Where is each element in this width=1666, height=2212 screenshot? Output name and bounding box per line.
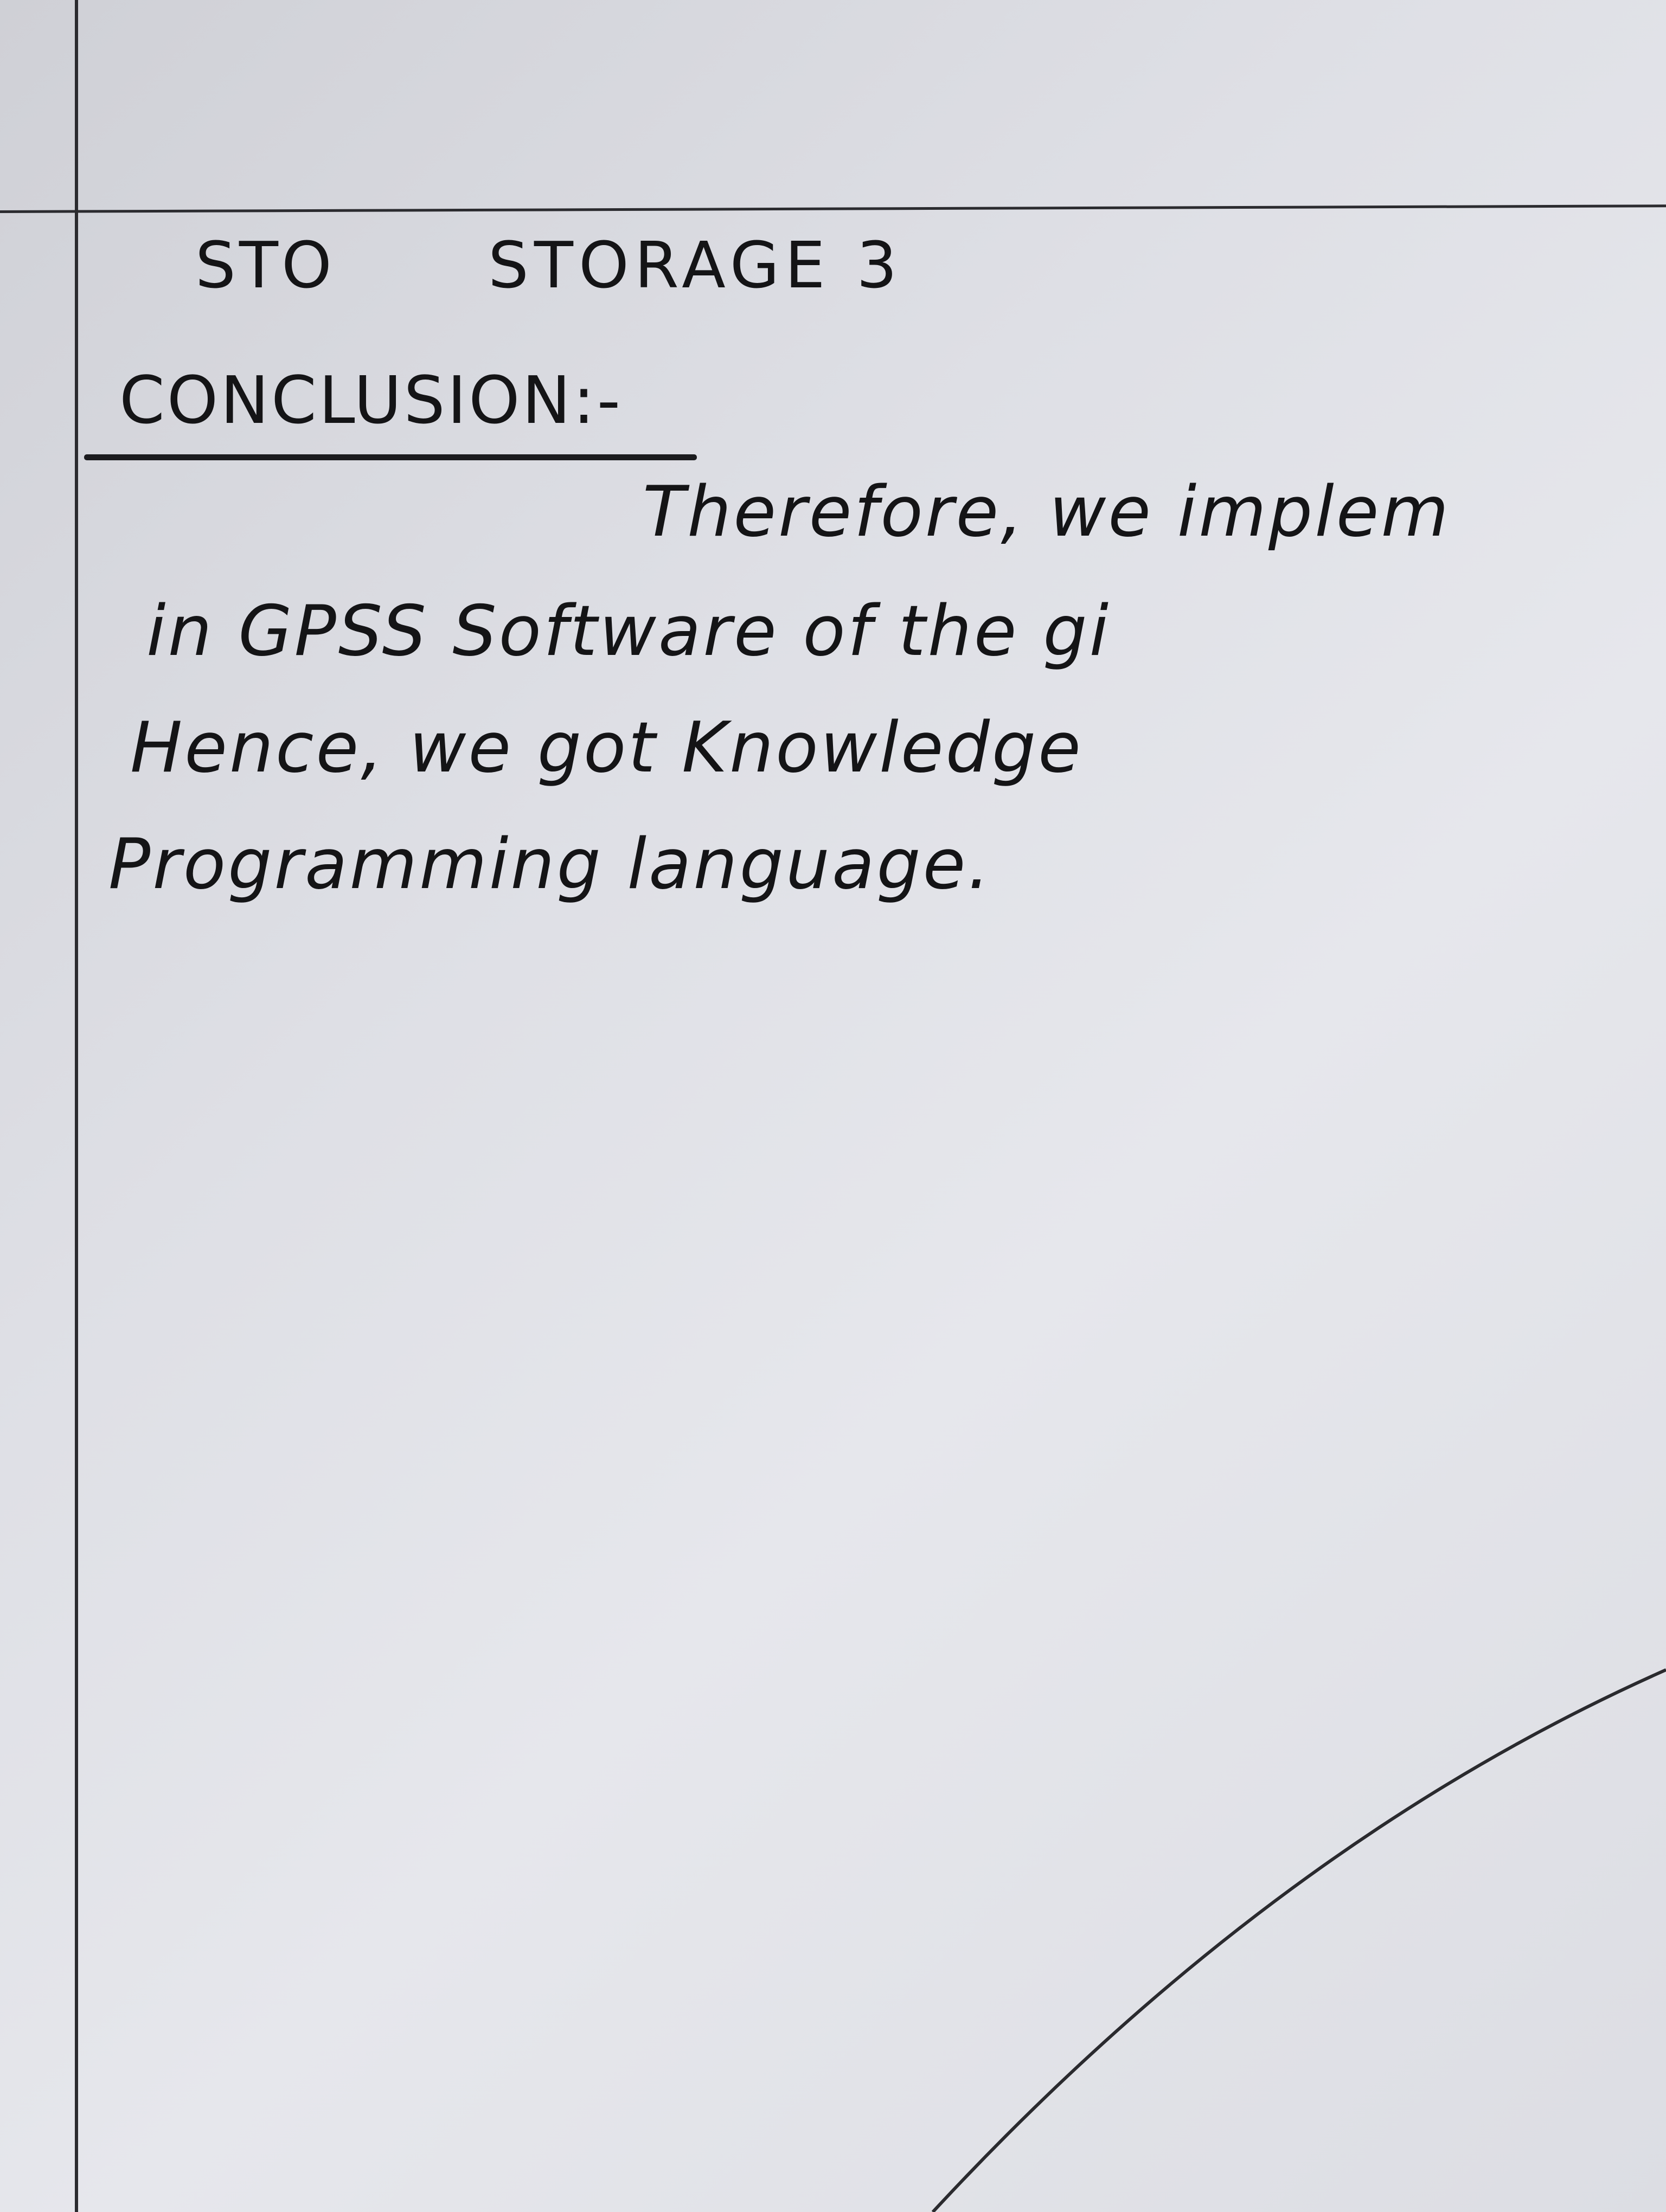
title-struck-word: STO xyxy=(195,228,335,303)
body-line-3: Hence, we got Knowledge xyxy=(130,708,1083,788)
body-line-2: in GPSS Software of the gi xyxy=(146,591,1111,672)
body-line-1: Therefore, we implem xyxy=(643,472,1451,552)
margin-line xyxy=(75,0,78,2212)
heading-underline xyxy=(84,454,697,460)
conclusion-heading: CONCLUSION:- xyxy=(119,363,623,439)
title-storage: STORAGE 3 xyxy=(488,228,903,303)
body-line-4: Programming language. xyxy=(108,824,992,905)
